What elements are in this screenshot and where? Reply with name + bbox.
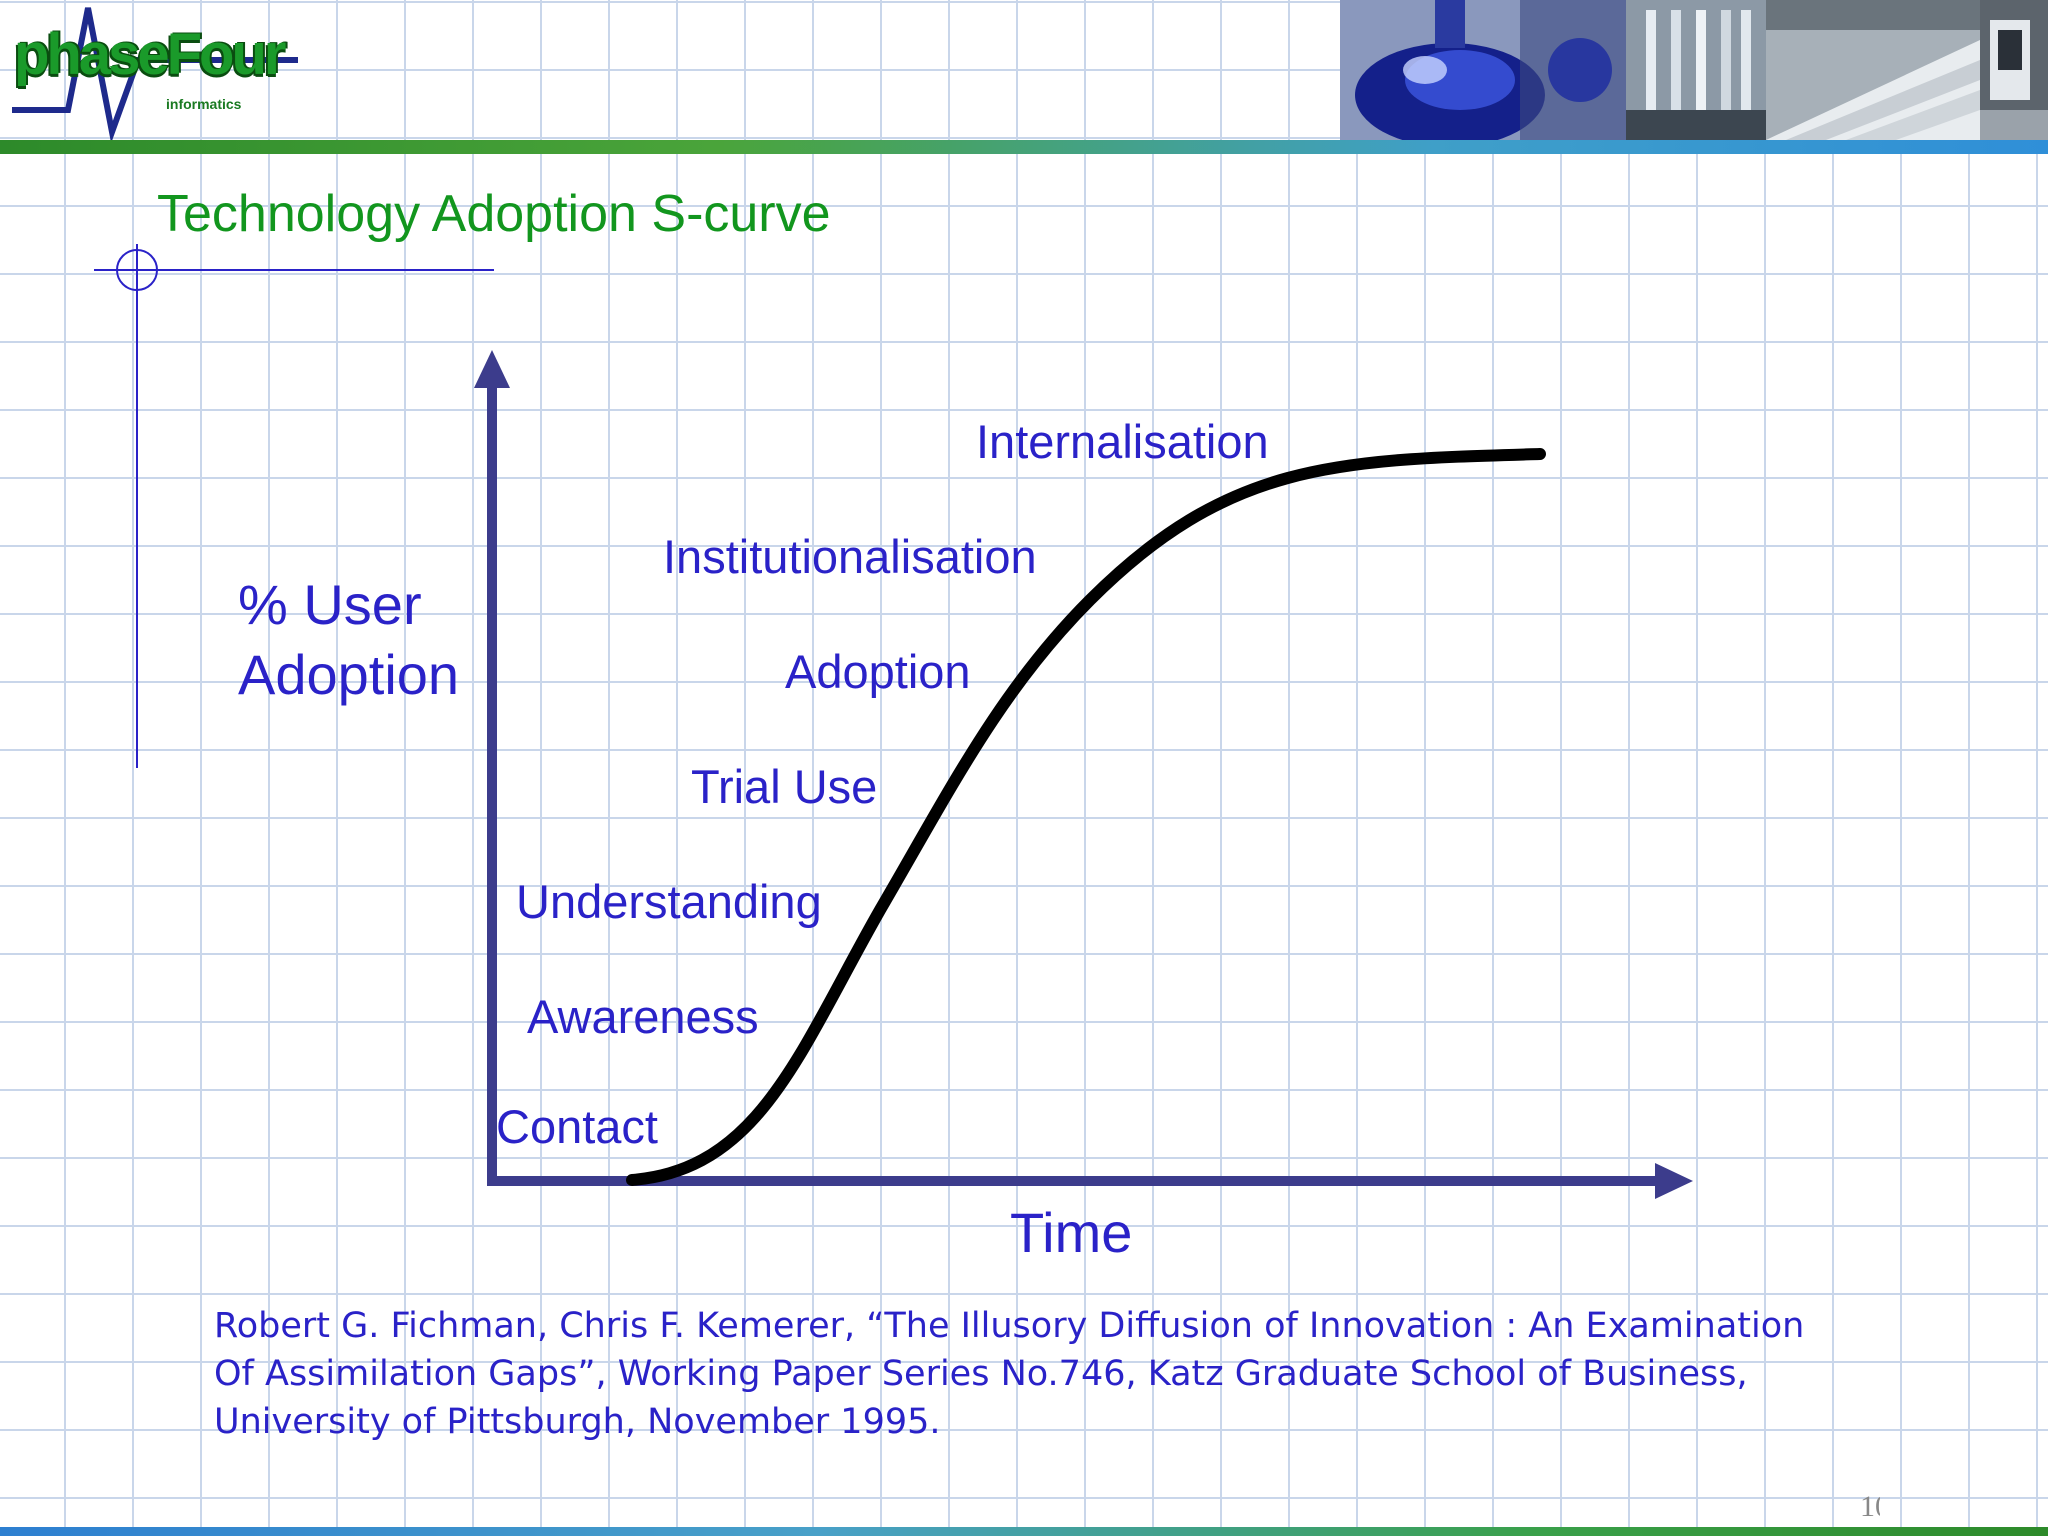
header-divider-bar: [0, 140, 2048, 154]
y-axis-label-line1: % User: [238, 573, 422, 636]
y-axis-label-line2: Adoption: [238, 643, 460, 706]
lab-machine-photo: [1980, 0, 2048, 140]
stage-label-awareness: Awareness: [527, 990, 759, 1043]
adoption-s-curve: [626, 448, 1546, 1186]
flask-photo: [1340, 0, 1626, 140]
y-axis-arrow-icon: [474, 350, 510, 388]
citation-line3: University of Pittsburgh, November 1995.: [214, 1402, 941, 1442]
logo-subtitle: informatics: [166, 96, 242, 112]
keyboard-photo: [1766, 0, 1980, 140]
phasefour-logo: [8, 0, 298, 140]
page-number: 10: [1860, 1490, 1880, 1523]
slide-title: Technology Adoption S-curve: [157, 185, 831, 243]
crosshair-decoration-icon: [94, 244, 494, 768]
stage-label-institutionalisation: Institutionalisation: [663, 530, 1037, 583]
logo-wave-icon: [12, 7, 298, 140]
stage-label-internalisation: Internalisation: [976, 415, 1269, 468]
logo-wordmark: phaseFour: [14, 22, 286, 87]
citation-line1: Robert G. Fichman, Chris F. Kemerer, “Th…: [214, 1306, 1805, 1346]
pipettes-photo: [1626, 0, 1766, 140]
stage-label-understanding: Understanding: [516, 875, 822, 928]
header-photo-strip: [1340, 0, 2048, 140]
y-axis-label: % User Adoption: [238, 570, 459, 710]
citation-line2: Of Assimilation Gaps”, Working Paper Ser…: [214, 1354, 1748, 1394]
footer-divider-bar: [0, 1527, 2048, 1536]
x-axis-label: Time: [1010, 1201, 1133, 1264]
citation-reference: Robert G. Fichman, Chris F. Kemerer, “Th…: [214, 1302, 1914, 1446]
stage-label-contact: Contact: [496, 1100, 658, 1153]
x-axis-arrow-icon: [1655, 1163, 1693, 1199]
stage-label-trial-use: Trial Use: [691, 760, 878, 813]
stage-label-adoption: Adoption: [785, 645, 971, 698]
